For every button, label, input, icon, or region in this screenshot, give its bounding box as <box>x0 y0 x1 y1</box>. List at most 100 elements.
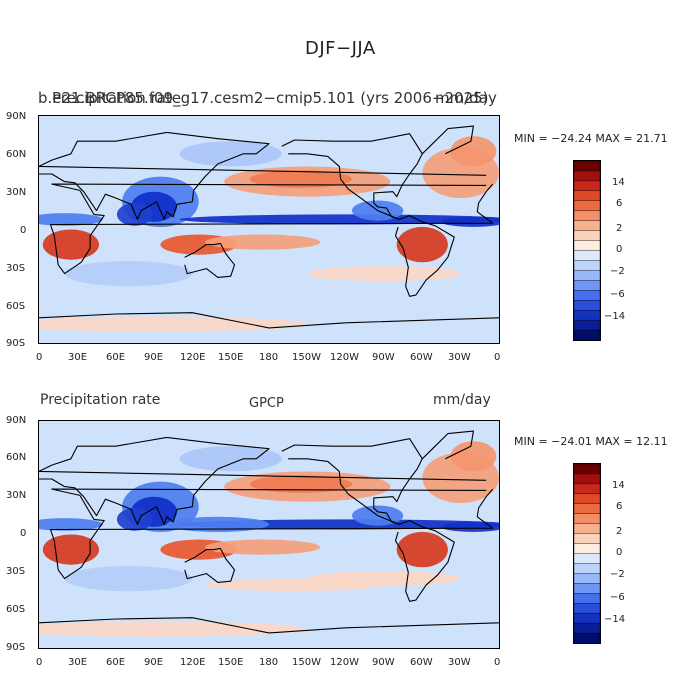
lon-tick: 120W <box>330 657 359 668</box>
lon-tick: 60E <box>106 657 126 668</box>
colorbar-swatch <box>573 573 601 585</box>
lat-tick: 30N <box>6 187 27 198</box>
lat-tick: 60N <box>6 452 27 463</box>
colorbar-swatch <box>573 473 601 485</box>
lon-tick: 30W <box>448 352 471 363</box>
colorbar-swatch <box>573 563 601 575</box>
colorbar-label: −2 <box>610 569 625 580</box>
colorbar-swatch <box>573 180 601 192</box>
panel-1-map <box>38 115 500 344</box>
precip-region <box>205 234 321 250</box>
colorbar-swatch <box>573 463 601 475</box>
colorbar-swatch <box>573 220 601 232</box>
colorbar-label: −6 <box>610 592 625 603</box>
panel-1-left-title-overlay: Precipitation rate <box>52 89 181 107</box>
lat-tick: 60S <box>6 604 26 615</box>
colorbar-label: 0 <box>616 547 623 558</box>
precip-region <box>307 266 461 282</box>
panel-1-precip-field <box>39 116 499 343</box>
colorbar-swatch <box>573 503 601 515</box>
coastline <box>394 520 455 602</box>
panel-2-colorbar <box>573 463 601 644</box>
panel-2-map <box>38 420 500 649</box>
colorbar-swatch <box>573 553 601 565</box>
precip-region <box>39 518 103 531</box>
precip-region <box>64 566 193 592</box>
lon-tick: 0 <box>36 657 43 668</box>
colorbar-swatch <box>573 300 601 311</box>
colorbar-swatch <box>573 593 601 605</box>
panel-2-precip-field <box>39 421 499 648</box>
lon-tick: 180 <box>259 352 279 363</box>
lon-tick: 60E <box>106 352 126 363</box>
lon-tick: 60W <box>410 657 433 668</box>
coastline <box>281 133 423 220</box>
lat-tick: 0 <box>20 225 27 236</box>
precip-region <box>205 539 321 555</box>
panel-1-min-max: MIN = −24.24 MAX = 21.71 <box>514 132 668 145</box>
coastline <box>39 312 499 329</box>
lat-tick: 30N <box>6 490 27 501</box>
colorbar-swatch <box>573 170 601 182</box>
lon-tick: 30W <box>448 657 471 668</box>
panel-2-center-title: GPCP <box>249 396 284 411</box>
precip-region <box>39 316 308 332</box>
colorbar-swatch <box>573 160 601 172</box>
colorbar-swatch <box>573 603 601 614</box>
panel-2-units: mm/day <box>433 392 491 408</box>
colorbar-swatch <box>573 190 601 202</box>
precip-region <box>450 136 497 167</box>
precip-region <box>441 216 499 227</box>
lon-tick: 90E <box>144 352 164 363</box>
coastline <box>421 125 474 155</box>
colorbar-label: −14 <box>604 311 626 322</box>
lon-tick: 60W <box>410 352 433 363</box>
colorbar-swatch <box>573 632 601 644</box>
lon-tick: 180 <box>259 657 279 668</box>
precip-region <box>166 516 269 532</box>
colorbar-swatch <box>573 523 601 535</box>
precip-region <box>39 621 308 637</box>
lon-tick: 90W <box>372 352 395 363</box>
lat-tick: 0 <box>20 528 27 539</box>
coastline <box>39 436 487 525</box>
lon-tick: 30E <box>68 657 88 668</box>
lon-tick: 150E <box>218 657 244 668</box>
colorbar-swatch <box>573 250 601 262</box>
lon-tick: 150E <box>218 352 244 363</box>
colorbar-swatch <box>573 319 601 331</box>
coastline <box>421 430 474 460</box>
lon-tick: 150W <box>292 352 321 363</box>
lon-tick: 0 <box>494 352 501 363</box>
lat-tick: 30S <box>6 566 26 577</box>
colorbar-swatch <box>573 260 601 272</box>
lon-tick: 0 <box>494 657 501 668</box>
colorbar-swatch <box>573 543 601 555</box>
lat-tick: 90N <box>6 111 27 122</box>
colorbar-swatch <box>573 240 601 252</box>
coastline <box>394 215 455 297</box>
colorbar-swatch <box>573 290 601 302</box>
colorbar-label: 14 <box>612 177 625 188</box>
coastline <box>184 242 236 278</box>
coastline <box>39 617 499 634</box>
lon-tick: 150W <box>292 657 321 668</box>
colorbar-swatch <box>573 622 601 634</box>
panel-1-colorbar-swatches <box>573 160 601 341</box>
colorbar-label: −2 <box>610 266 625 277</box>
panel-1-units: mm/day <box>435 89 497 107</box>
colorbar-label: −14 <box>604 614 626 625</box>
precip-region <box>179 214 499 225</box>
precip-region <box>441 521 499 532</box>
lon-tick: 120E <box>180 352 206 363</box>
colorbar-swatch <box>573 493 601 505</box>
lon-tick: 90W <box>372 657 395 668</box>
colorbar-label: 2 <box>616 526 623 537</box>
lat-tick: 90N <box>6 415 27 426</box>
panel-2-colorbar-swatches <box>573 463 601 644</box>
colorbar-swatch <box>573 513 601 525</box>
panel-1-left-title: b.e21.BRCP85.f09_g17.cesm2−cmip5.101 (yr… <box>38 89 489 107</box>
panel-2-left-title: Precipitation rate <box>40 392 161 408</box>
colorbar-swatch <box>573 583 601 595</box>
colorbar-swatch <box>573 309 601 321</box>
